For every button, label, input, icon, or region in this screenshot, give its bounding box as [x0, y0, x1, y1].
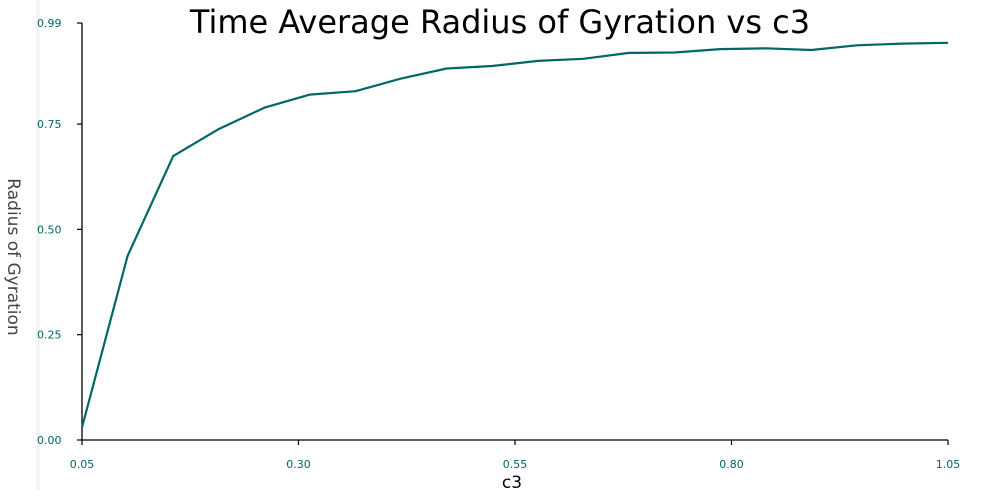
x-tick-label: 1.05 — [936, 458, 961, 471]
chart-title: Time Average Radius of Gyration vs c3 — [189, 3, 810, 41]
x-axis-label: c3 — [502, 473, 522, 493]
y-axis-label: Radius of Gyration — [3, 178, 23, 335]
x-tick-label: 0.55 — [503, 458, 528, 471]
y-tick-label: 0.99 — [37, 17, 62, 30]
x-ticks: 0.05 0.30 0.55 0.80 1.05 — [70, 440, 961, 471]
x-tick-label: 0.80 — [719, 458, 744, 471]
y-tick-label: 0.25 — [37, 329, 62, 342]
y-ticks: 0.00 0.25 0.50 0.75 0.99 — [37, 17, 82, 447]
y-tick-label: 0.00 — [37, 434, 62, 447]
left-margin-strip — [36, 0, 40, 490]
x-tick-label: 0.30 — [286, 458, 311, 471]
y-tick-label: 0.50 — [37, 223, 62, 236]
y-tick-label: 0.75 — [37, 118, 62, 131]
series-layer — [80, 41, 949, 428]
series-line — [80, 41, 949, 428]
x-tick-label: 0.05 — [70, 458, 95, 471]
